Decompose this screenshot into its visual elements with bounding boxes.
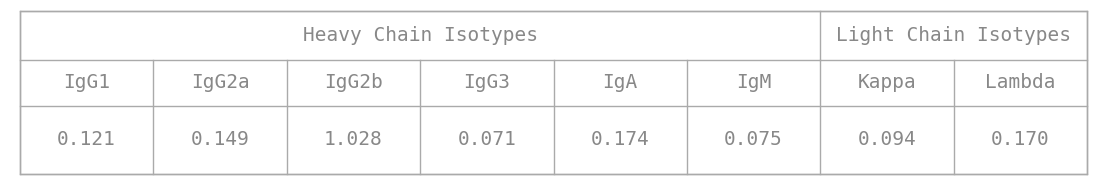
Text: 0.071: 0.071 <box>457 130 516 149</box>
Bar <box>20 11 1087 174</box>
Text: 0.174: 0.174 <box>591 130 650 149</box>
Text: Lambda: Lambda <box>985 73 1056 92</box>
Text: IgG2a: IgG2a <box>190 73 249 92</box>
Text: 0.075: 0.075 <box>724 130 783 149</box>
Text: IgM: IgM <box>736 73 772 92</box>
Text: Kappa: Kappa <box>858 73 917 92</box>
Text: IgG2b: IgG2b <box>324 73 383 92</box>
Text: Heavy Chain Isotypes: Heavy Chain Isotypes <box>302 26 538 45</box>
Text: IgG3: IgG3 <box>464 73 510 92</box>
Text: IgG1: IgG1 <box>63 73 110 92</box>
Text: 0.121: 0.121 <box>58 130 116 149</box>
Text: 1.028: 1.028 <box>324 130 383 149</box>
Text: 0.149: 0.149 <box>190 130 249 149</box>
Text: IgA: IgA <box>602 73 638 92</box>
Text: 0.094: 0.094 <box>858 130 917 149</box>
Text: Light Chain Isotypes: Light Chain Isotypes <box>836 26 1072 45</box>
Text: 0.170: 0.170 <box>991 130 1049 149</box>
